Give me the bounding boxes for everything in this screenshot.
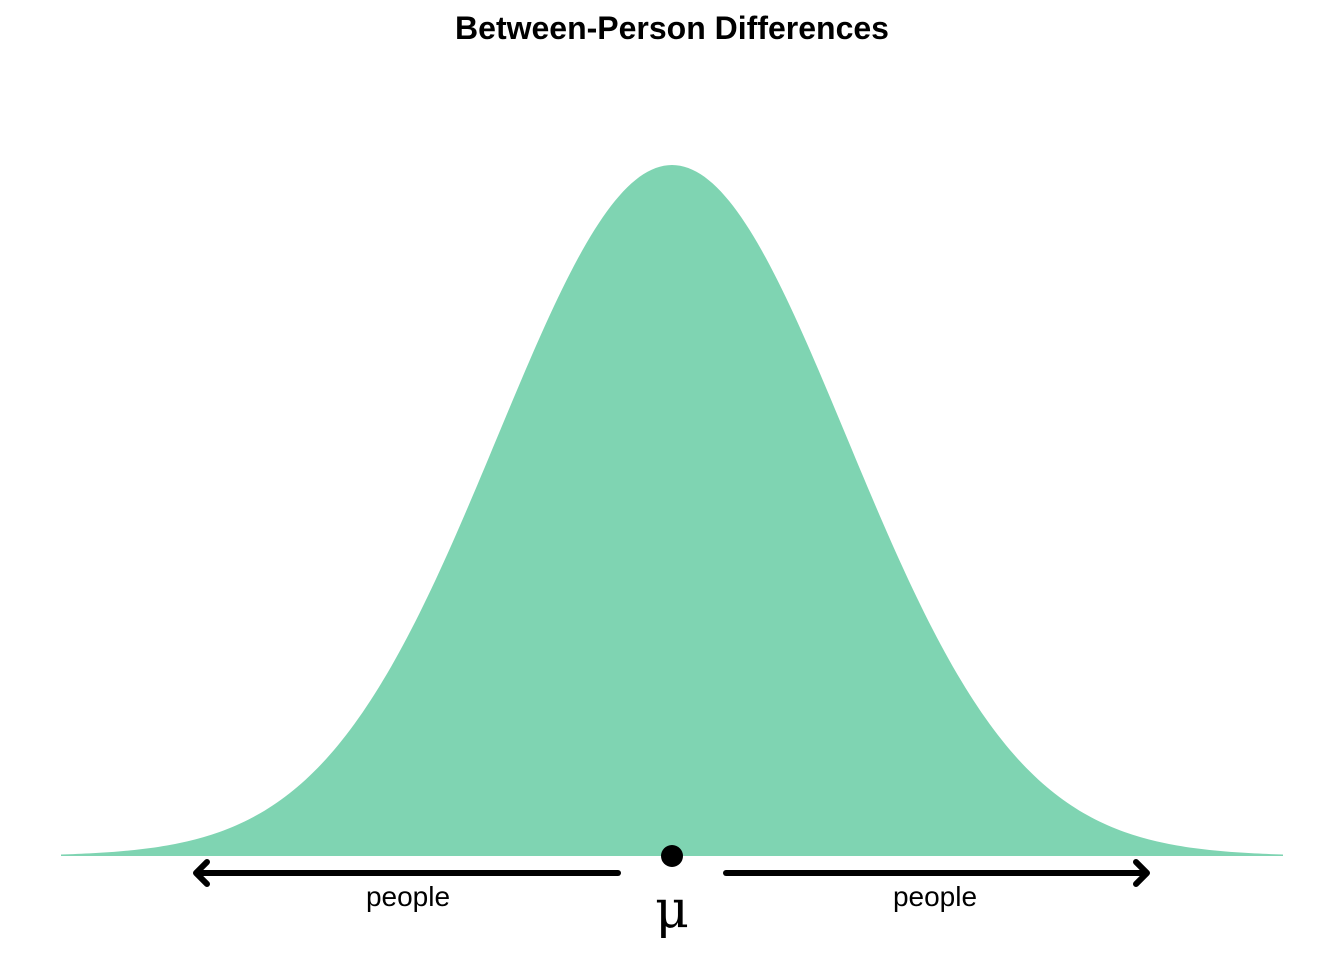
mean-label: μ bbox=[655, 880, 689, 940]
left-arrow-label: people bbox=[366, 881, 450, 912]
chart-title: Between-Person Differences bbox=[455, 10, 889, 46]
density-curve-area bbox=[61, 165, 1283, 856]
left-arrow bbox=[193, 859, 621, 887]
right-arrow bbox=[723, 859, 1150, 887]
right-arrow-label: people bbox=[893, 881, 977, 912]
mean-point bbox=[661, 845, 683, 867]
